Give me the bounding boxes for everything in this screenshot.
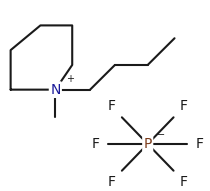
Text: F: F <box>180 175 188 189</box>
Text: F: F <box>180 100 188 113</box>
Text: P: P <box>143 137 152 151</box>
Text: −: − <box>157 130 165 140</box>
Text: F: F <box>195 137 203 151</box>
Text: F: F <box>108 175 116 189</box>
Text: +: + <box>66 74 74 84</box>
Text: F: F <box>92 137 100 151</box>
Text: F: F <box>108 100 116 113</box>
Text: N: N <box>50 83 60 97</box>
